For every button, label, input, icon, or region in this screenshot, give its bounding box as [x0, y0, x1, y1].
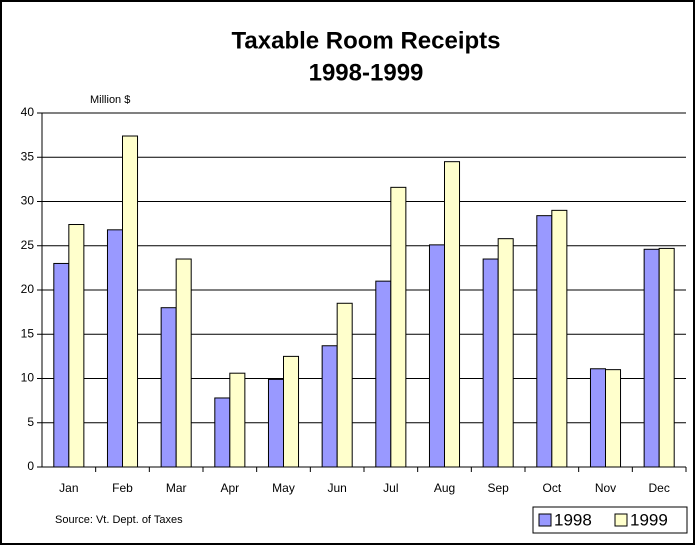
bar [229, 372, 246, 468]
x-tick-label: Aug [434, 481, 455, 495]
y-tick-label: 15 [21, 326, 35, 340]
x-tick-label: Jan [59, 481, 78, 495]
x-tick-label: Oct [542, 481, 561, 495]
bar [605, 369, 622, 468]
x-tick-label: Jun [327, 481, 346, 495]
bar [482, 258, 499, 468]
legend-label: 1998 [554, 510, 592, 529]
bar [658, 247, 675, 468]
y-tick-label: 10 [21, 371, 35, 385]
x-tick-label: Jul [383, 481, 398, 495]
x-tick-label: Mar [166, 481, 187, 495]
bar [160, 307, 177, 468]
bar [214, 397, 231, 468]
bar [589, 368, 606, 468]
y-tick-label: 20 [21, 282, 35, 296]
bar [175, 258, 192, 468]
bar [643, 248, 660, 468]
legend-label: 1999 [630, 510, 668, 529]
y-tick-label: 25 [21, 238, 35, 252]
chart-subtitle: 1998-1999 [309, 59, 424, 86]
bar [267, 378, 284, 468]
x-tick-label: Sep [487, 481, 509, 495]
y-tick-label: 5 [27, 415, 34, 429]
bar [283, 355, 300, 468]
y-tick-label: 0 [27, 459, 34, 473]
bar [68, 224, 85, 468]
bar [444, 161, 461, 468]
bar [122, 135, 139, 468]
chart-title: Taxable Room Receipts [232, 27, 501, 54]
bar [321, 345, 338, 468]
x-tick-label: May [272, 481, 295, 495]
bar [53, 262, 70, 468]
x-tick-label: Nov [595, 481, 616, 495]
bar [375, 280, 392, 468]
bar [106, 229, 124, 468]
legend-swatch [538, 513, 552, 527]
legend-swatch [614, 513, 628, 527]
x-tick-label: Feb [112, 481, 133, 495]
y-tick-label: 30 [21, 194, 35, 208]
y-tick-label: 40 [21, 105, 35, 119]
y-tick-label: 35 [21, 149, 35, 163]
bar [551, 209, 568, 468]
x-tick-label: Dec [648, 481, 669, 495]
bar [536, 215, 553, 468]
x-tick-label: Apr [220, 481, 239, 495]
bar [390, 186, 407, 468]
source-note: Source: Vt. Dept. of Taxes [55, 514, 183, 526]
bar [336, 302, 353, 468]
bar [428, 244, 445, 468]
y-axis-label: Million $ [90, 94, 130, 106]
bar [497, 238, 514, 468]
legend-box [532, 506, 688, 534]
